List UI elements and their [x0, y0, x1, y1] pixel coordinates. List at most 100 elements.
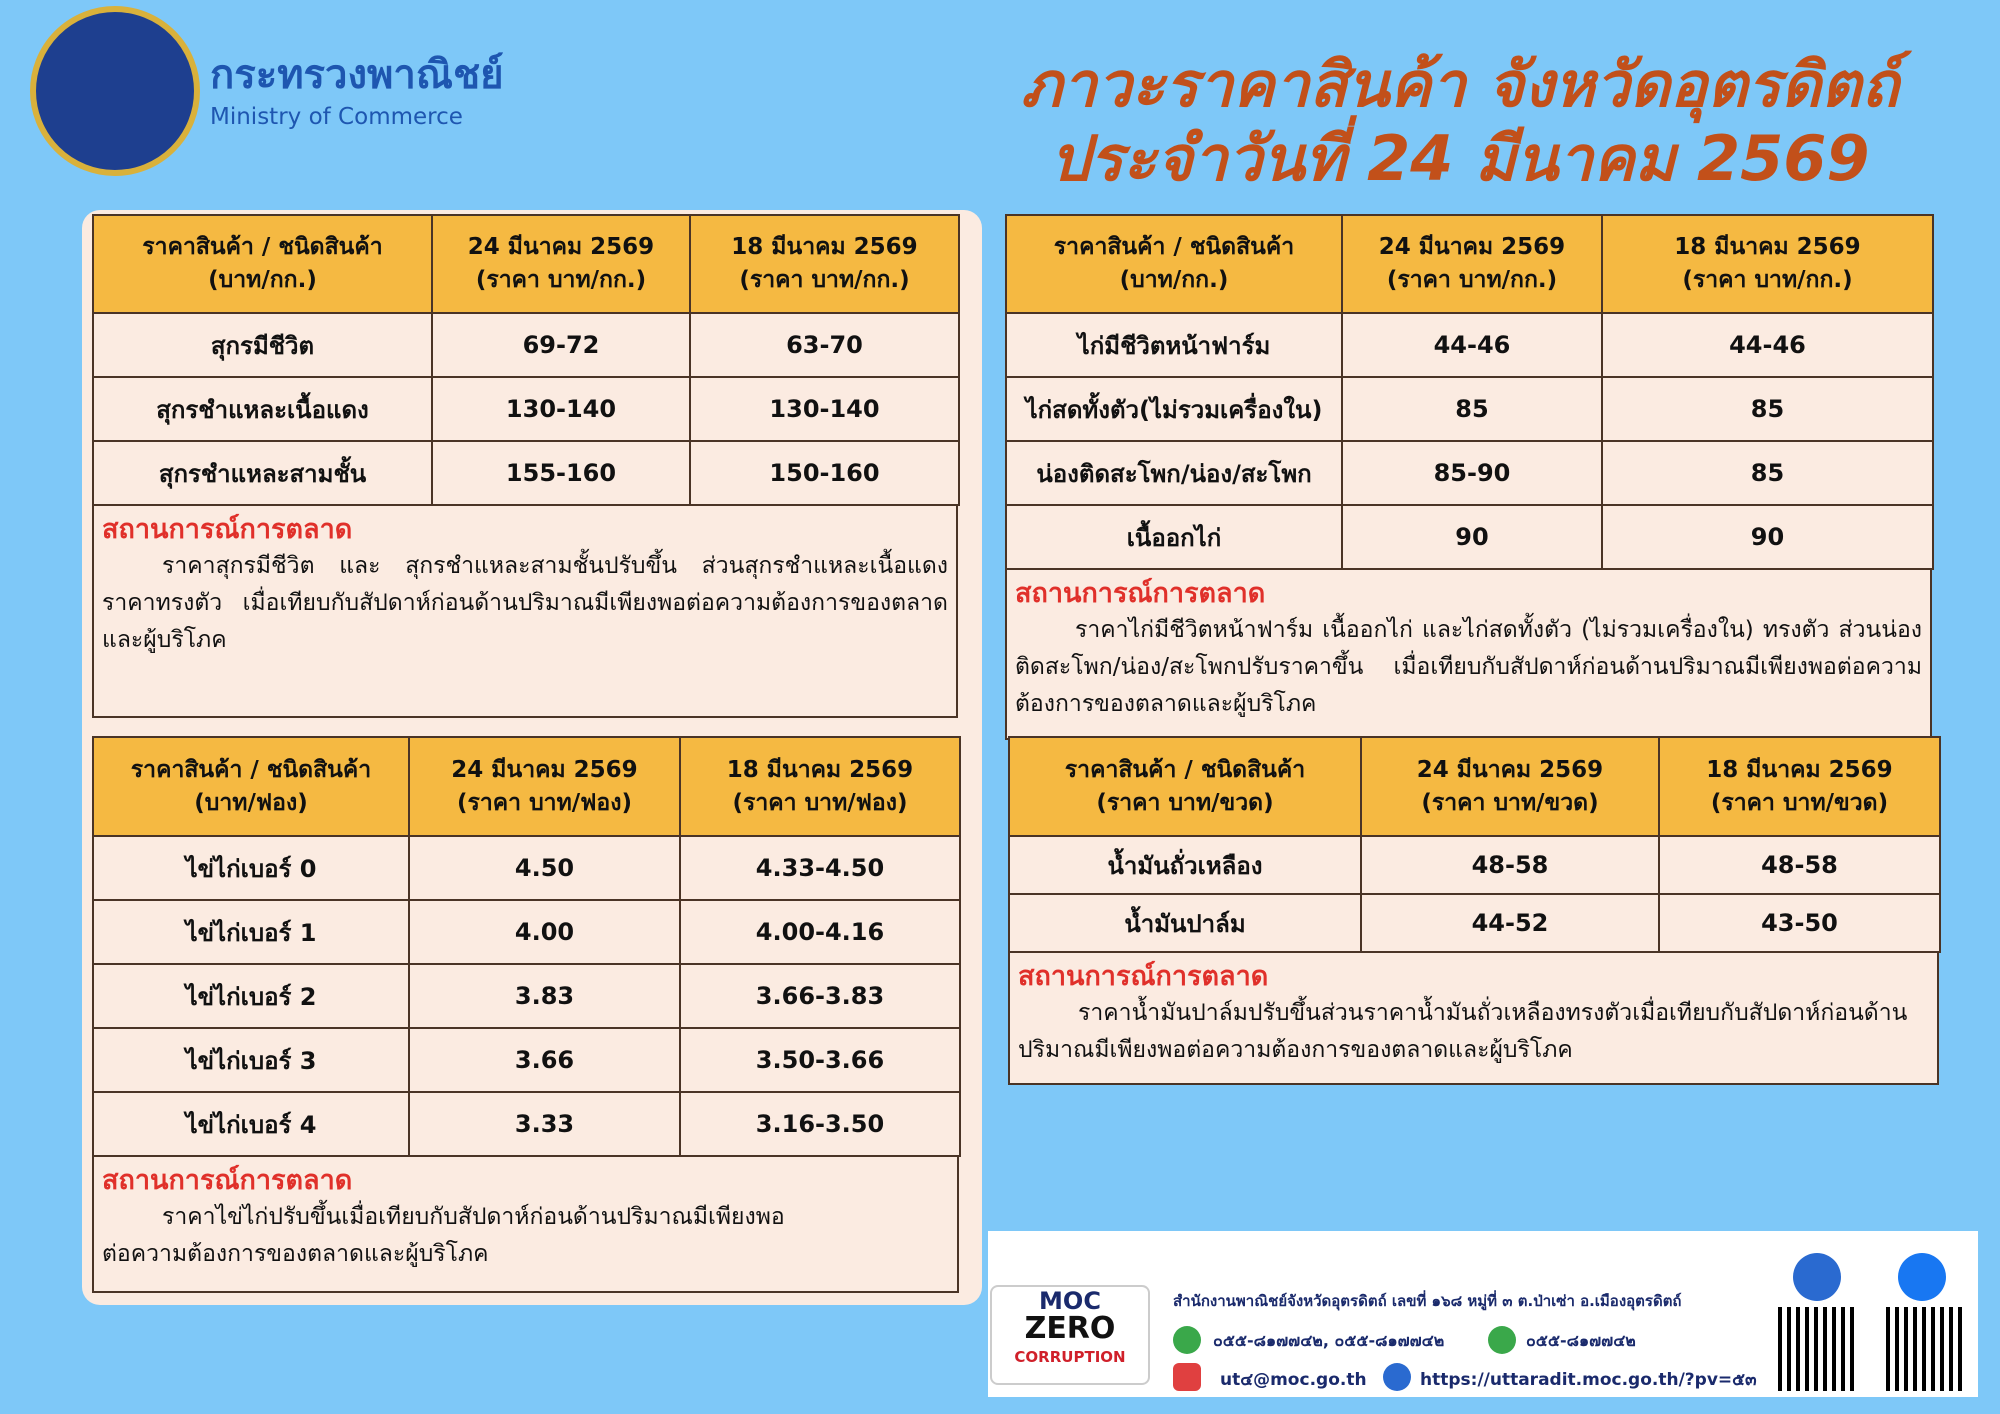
situation-box: สถานการณ์การตลาดราคาไข่ไก่ปรับขึ้นเมื่อเ…: [92, 1155, 959, 1293]
price-table: ราคาสินค้า / ชนิดสินค้า (บาท/กก.) 24 มีนาค…: [92, 214, 960, 506]
price-table: ราคาสินค้า / ชนิดสินค้า (บาท/กก.) 24 มีนาค…: [1005, 214, 1934, 570]
header-line: (ราคา บาท/กก.): [739, 267, 910, 293]
item-cell: สุกรมีชีวิต: [92, 312, 433, 378]
header-line: ราคาสินค้า / ชนิดสินค้า: [1064, 756, 1306, 783]
item-cell: ไข่ไก่เบอร์ 1: [92, 899, 410, 965]
qr-code: [1886, 1307, 1966, 1391]
price-cell: 85: [1601, 376, 1934, 442]
header-line: (ราคา บาท/ฟอง): [456, 789, 632, 816]
item-cell: ไข่ไก่เบอร์ 2: [92, 963, 410, 1029]
price-table: ราคาสินค้า / ชนิดสินค้า (ราคา บาท/ขวด) 24 …: [1008, 736, 1941, 953]
data-row: น่องติดสะโพก/น่อง/สะโพก 85-90 85: [1005, 440, 1934, 506]
header-line: (ราคา บาท/ขวด): [1421, 789, 1599, 816]
situation-title: สถานการณ์การตลาด: [102, 514, 353, 545]
price-table: ราคาสินค้า / ชนิดสินค้า (บาท/ฟอง) 24 มีนาค…: [92, 736, 961, 1157]
data-row: เนื้ออกไก่ 90 90: [1005, 504, 1934, 570]
header-line: (บาท/ฟอง): [194, 789, 308, 816]
data-row: น้ำมันถั่วเหลือง 48-58 48-58: [1008, 835, 1941, 895]
header-line: 18 มีนาคม 2569: [1706, 756, 1893, 783]
price-cell: 48-58: [1658, 835, 1941, 895]
price-cell: 85: [1601, 440, 1934, 506]
email-icon: [1173, 1363, 1201, 1391]
price-cell: 150-160: [689, 440, 960, 506]
data-row: ไข่ไก่เบอร์ 1 4.00 4.00-4.16: [92, 899, 961, 965]
logo-text: ZERO: [1024, 1311, 1116, 1346]
phones: ๐๕๕-๘๑๗๗๔๒, ๐๕๕-๘๑๗๗๔๒: [1213, 1331, 1445, 1350]
header-line: (บาท/กก.): [208, 267, 317, 293]
price-cell: 85: [1341, 376, 1603, 442]
header-cell: 24 มีนาคม 2569 (ราคา บาท/กก.): [1341, 214, 1603, 314]
logo-text: MOC: [1039, 1287, 1101, 1315]
price-cell: 3.50-3.66: [679, 1027, 961, 1093]
header-line: 24 มีนาคม 2569: [451, 756, 638, 783]
header-line: 18 มีนาคม 2569: [726, 756, 914, 783]
situation-text: ราคาไก่มีชีวิตหน้าฟาร์ม เนื้ออกไก่ และไก…: [1015, 617, 1922, 717]
price-cell: 130-140: [431, 376, 691, 442]
header-line: 24 มีนาคม 2569: [467, 234, 655, 260]
data-row: สุกรมีชีวิต 69-72 63-70: [92, 312, 960, 378]
header-line: (ราคา บาท/กก.): [1682, 267, 1853, 293]
data-row: สุกรชำแหละสามชั้น 155-160 150-160: [92, 440, 960, 506]
qr-code: [1778, 1307, 1858, 1391]
price-cell: 90: [1341, 504, 1603, 570]
header-line: (ราคา บาท/ขวด): [1096, 789, 1274, 816]
header-line: 18 มีนาคม 2569: [1674, 234, 1861, 260]
header-line: (ราคา บาท/กก.): [1386, 267, 1558, 293]
facebook-icon: [1898, 1253, 1946, 1301]
item-cell: สุกรชำแหละสามชั้น: [92, 440, 433, 506]
price-cell: 63-70: [689, 312, 960, 378]
price-cell: 90: [1601, 504, 1934, 570]
situation-box: สถานการณ์การตลาดราคาน้ำมันปาล์มปรับขึ้นส…: [1008, 951, 1939, 1085]
header-row: ราคาสินค้า / ชนิดสินค้า (ราคา บาท/ขวด) 24 …: [1008, 736, 1941, 837]
ministry-name-en: Ministry of Commerce: [210, 104, 463, 130]
situation-box: สถานการณ์การตลาด ราคาสุกรมีชีวิต และ สุกร…: [92, 504, 958, 718]
address: สำนักงานพาณิชย์จังหวัดอุตรดิตถ์ เลขที่ ๑…: [1173, 1292, 1682, 1310]
situation-title: สถานการณ์การตลาด: [102, 1165, 353, 1196]
price-cell: 3.83: [408, 963, 681, 1029]
header-line: (ราคา บาท/ขวด): [1710, 789, 1889, 816]
situation-title: สถานการณ์การตลาด: [1018, 961, 1269, 992]
price-cell: 44-46: [1601, 312, 1934, 378]
header-cell: ราคาสินค้า / ชนิดสินค้า (บาท/กก.): [92, 214, 433, 314]
header-row: ราคาสินค้า / ชนิดสินค้า (บาท/กก.) 24 มีนาค…: [92, 214, 960, 314]
price-cell: 4.33-4.50: [679, 835, 961, 901]
situation-text: ราคาน้ำมันปาล์มปรับขึ้นส่วนราคาน้ำมันถั่…: [1018, 1000, 1908, 1063]
item-cell: น่องติดสะโพก/น่อง/สะโพก: [1005, 440, 1343, 506]
header-line: ราคาสินค้า / ชนิดสินค้า: [130, 756, 372, 783]
header-cell: 18 มีนาคม 2569 (ราคา บาท/กก.): [1601, 214, 1934, 314]
header-cell: ราคาสินค้า / ชนิดสินค้า (บาท/ฟอง): [92, 736, 410, 837]
header-cell: ราคาสินค้า / ชนิดสินค้า (ราคา บาท/ขวด): [1008, 736, 1362, 837]
data-row: ไข่ไก่เบอร์ 4 3.33 3.16-3.50: [92, 1091, 961, 1157]
situation-box: สถานการณ์การตลาดราคาไก่มีชีวิตหน้าฟาร์ม …: [1005, 568, 1932, 740]
title-line-1: ภาวะราคาสินค้า จังหวัดอุตรดิตถ์: [1021, 48, 1899, 121]
situation-text: ราคาไข่ไก่ปรับขึ้นเมื่อเทียบกับสัปดาห์ก่…: [102, 1204, 785, 1267]
situation-title: สถานการณ์การตลาด: [1015, 578, 1266, 609]
item-cell: เนื้ออกไก่: [1005, 504, 1343, 570]
header-cell: 24 มีนาคม 2569 (ราคา บาท/ฟอง): [408, 736, 681, 837]
data-row: ไข่ไก่เบอร์ 3 3.66 3.50-3.66: [92, 1027, 961, 1093]
header-row: ราคาสินค้า / ชนิดสินค้า (บาท/กก.) 24 มีนาค…: [1005, 214, 1934, 314]
header-line: 18 มีนาคม 2569: [731, 234, 918, 260]
data-row: น้ำมันปาล์ม 44-52 43-50: [1008, 893, 1941, 953]
price-cell: 4.00: [408, 899, 681, 965]
header-line: (ราคา บาท/กก.): [475, 267, 647, 293]
data-row: สุกรชำแหละเนื้อแดง 130-140 130-140: [92, 376, 960, 442]
item-cell: ไก่สดทั้งตัว(ไม่รวมเครื่องใน): [1005, 376, 1343, 442]
price-cell: 3.33: [408, 1091, 681, 1157]
fax: ๐๕๕-๘๑๗๗๔๒: [1526, 1331, 1636, 1350]
item-cell: สุกรชำแหละเนื้อแดง: [92, 376, 433, 442]
item-cell: น้ำมันถั่วเหลือง: [1008, 835, 1362, 895]
ministry-logo: [30, 6, 200, 176]
header-line: ราคาสินค้า / ชนิดสินค้า: [1053, 234, 1295, 260]
price-cell: 130-140: [689, 376, 960, 442]
item-cell: ไข่ไก่เบอร์ 3: [92, 1027, 410, 1093]
header-cell: 18 มีนาคม 2569 (ราคา บาท/ฟอง): [679, 736, 961, 837]
price-cell: 69-72: [431, 312, 691, 378]
header-line: (บาท/กก.): [1119, 267, 1229, 293]
price-cell: 44-46: [1341, 312, 1603, 378]
header-line: 24 มีนาคม 2569: [1416, 756, 1604, 783]
price-cell: 3.16-3.50: [679, 1091, 961, 1157]
ministry-name-th: กระทรวงพาณิชย์: [210, 52, 504, 98]
fax-icon: [1488, 1326, 1516, 1354]
